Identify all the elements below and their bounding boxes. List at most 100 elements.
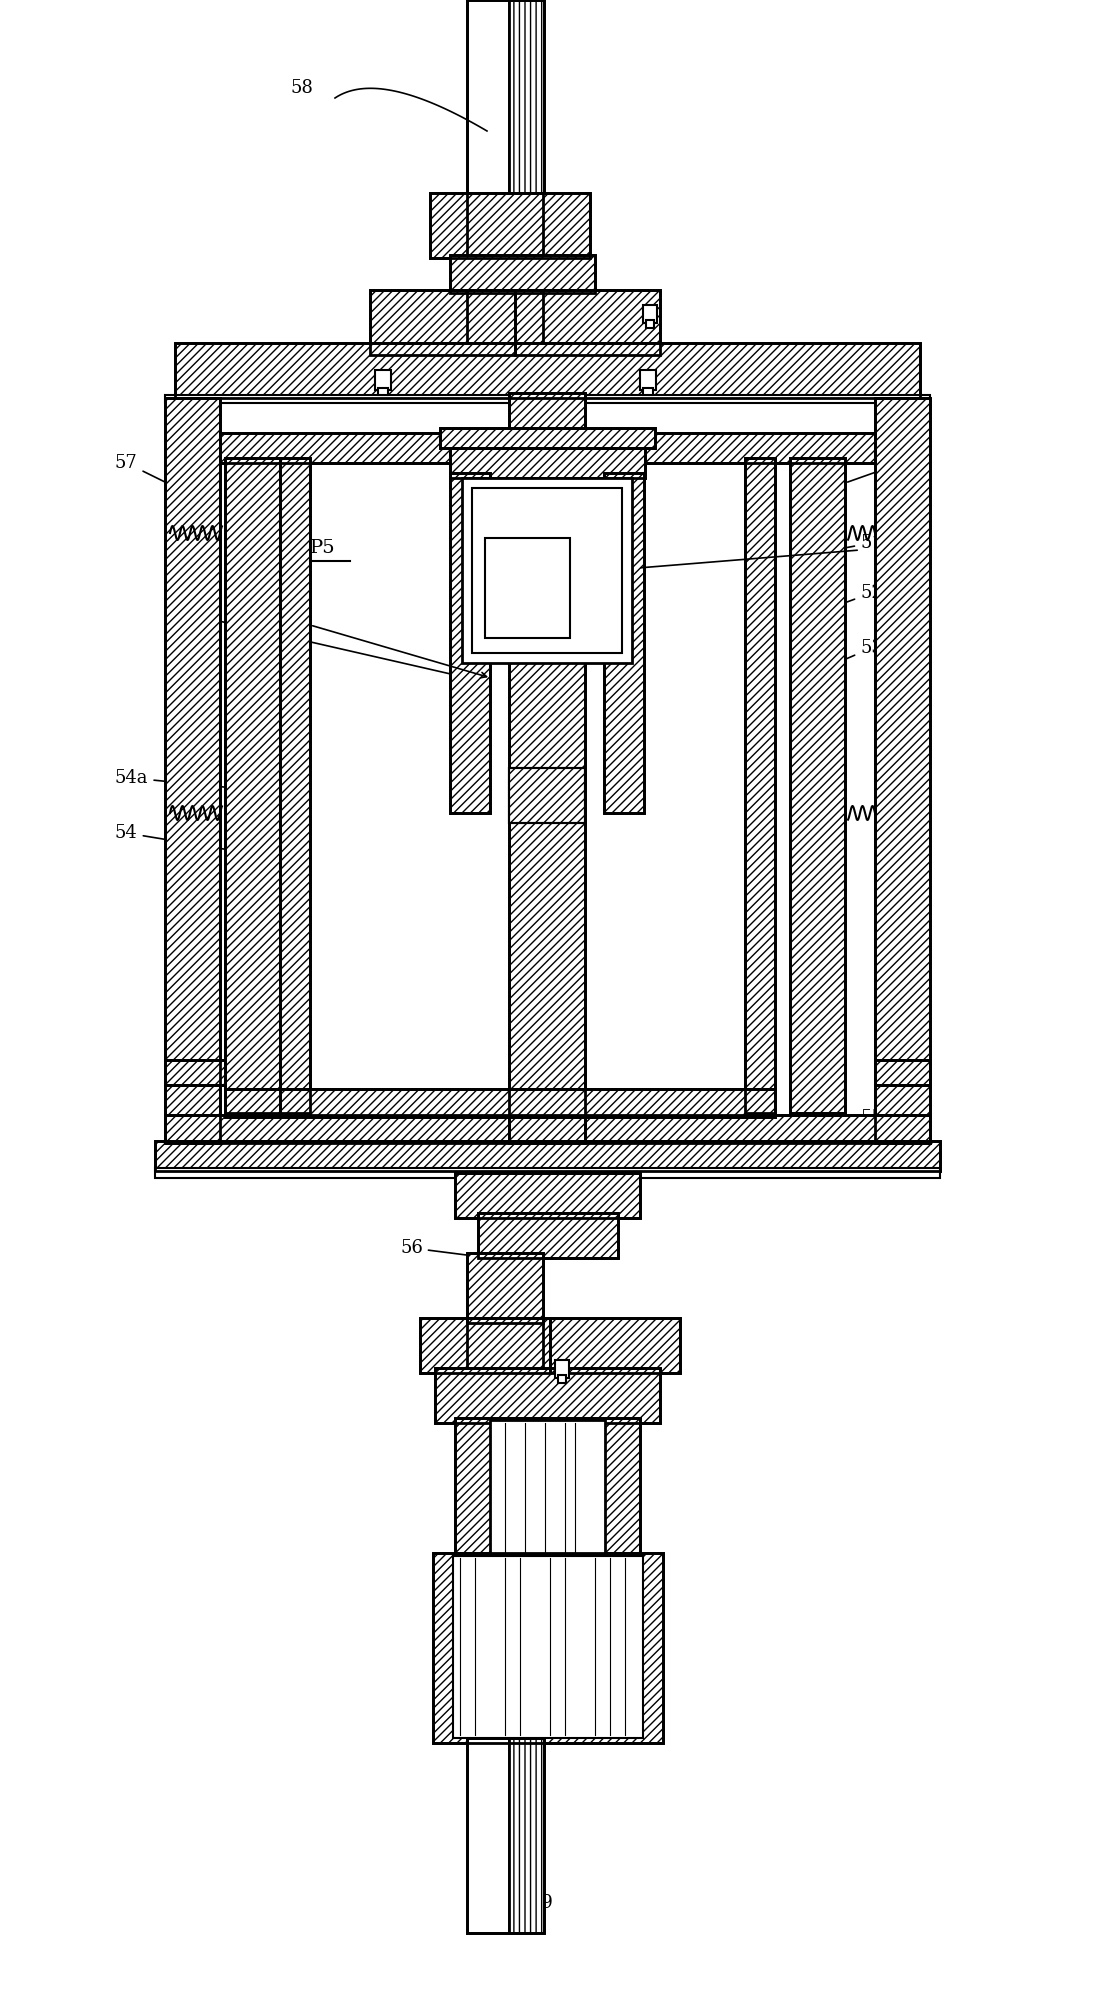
Text: 51: 51	[793, 533, 883, 558]
Bar	[420, 1319, 550, 1373]
Bar	[489, 1419, 606, 1554]
Bar	[789, 459, 845, 1113]
Bar	[370, 290, 515, 354]
Bar	[875, 399, 930, 1143]
Bar	[374, 370, 391, 391]
Bar	[515, 290, 660, 354]
Bar	[450, 256, 595, 294]
Bar	[433, 1552, 662, 1743]
Bar	[509, 0, 544, 193]
Text: 55: 55	[828, 1109, 883, 1127]
Bar	[875, 1061, 930, 1085]
Bar	[466, 1252, 543, 1323]
Text: 1: 1	[200, 610, 487, 682]
Bar	[430, 193, 590, 258]
Bar	[165, 395, 930, 403]
Bar	[550, 1319, 680, 1373]
Bar	[745, 459, 775, 1113]
Bar	[510, 193, 590, 258]
Bar	[224, 459, 280, 1113]
Bar	[430, 193, 510, 258]
Bar	[378, 389, 388, 395]
Bar	[456, 1417, 639, 1558]
Bar	[453, 1556, 643, 1737]
Bar	[466, 193, 543, 258]
Bar	[155, 1168, 940, 1178]
Bar	[165, 1115, 930, 1143]
Bar	[466, 1737, 544, 1932]
Bar	[165, 399, 220, 1143]
Bar	[509, 393, 585, 1143]
Bar	[175, 342, 920, 399]
Text: 52: 52	[793, 584, 883, 622]
Bar	[165, 1061, 224, 1085]
Text: 10: 10	[848, 455, 913, 481]
Bar	[509, 769, 585, 823]
Bar	[450, 256, 595, 294]
Bar	[450, 449, 645, 477]
Bar	[466, 0, 544, 193]
Bar	[224, 1089, 775, 1117]
Bar	[485, 537, 570, 638]
Bar	[155, 1141, 940, 1172]
Bar	[220, 433, 875, 463]
Bar	[466, 0, 509, 193]
Bar	[450, 473, 489, 813]
Bar	[555, 1361, 569, 1379]
Text: 56: 56	[400, 1238, 487, 1258]
Bar	[745, 459, 775, 1113]
Bar	[456, 1174, 639, 1218]
Bar	[450, 473, 489, 813]
Bar	[789, 459, 845, 1113]
Bar	[479, 1214, 618, 1258]
Text: 59: 59	[530, 1888, 553, 1912]
Bar	[604, 473, 644, 813]
Bar	[604, 473, 644, 813]
Bar	[550, 1319, 680, 1373]
Bar	[509, 1737, 544, 1932]
Text: 54a: 54a	[115, 769, 283, 793]
Bar	[420, 1319, 550, 1373]
Bar	[509, 769, 585, 823]
Bar	[643, 306, 657, 322]
Bar	[220, 433, 875, 463]
Bar	[440, 429, 655, 449]
Bar	[639, 370, 656, 391]
Bar	[466, 1737, 509, 1932]
Bar	[875, 399, 930, 1143]
Text: P5: P5	[310, 539, 336, 558]
Text: 58: 58	[290, 79, 313, 97]
Bar	[440, 429, 655, 449]
Bar	[155, 1141, 940, 1172]
Bar	[175, 342, 920, 399]
Bar	[456, 1417, 639, 1558]
Bar	[165, 399, 220, 1143]
Bar	[509, 393, 585, 1143]
Text: 57: 57	[115, 455, 164, 481]
Bar	[875, 1061, 930, 1085]
Bar	[435, 1369, 660, 1423]
Bar	[456, 1174, 639, 1218]
Bar	[370, 290, 515, 354]
Bar	[479, 1214, 618, 1258]
Bar	[515, 290, 660, 354]
Bar	[466, 1252, 543, 1323]
Text: 53: 53	[793, 638, 883, 682]
Bar	[643, 389, 653, 395]
Bar	[466, 1319, 543, 1397]
Bar	[466, 290, 543, 374]
Bar	[280, 459, 310, 1113]
Text: 54: 54	[115, 823, 245, 854]
Bar	[462, 477, 632, 662]
Bar	[224, 459, 280, 1113]
Bar	[472, 487, 622, 652]
Bar	[224, 1089, 775, 1117]
Bar	[165, 1115, 930, 1143]
Bar	[558, 1375, 566, 1383]
Bar	[280, 459, 310, 1113]
Bar	[433, 1552, 662, 1743]
Bar	[646, 320, 654, 328]
Bar	[435, 1369, 660, 1423]
Bar	[450, 449, 645, 477]
Bar	[165, 1061, 224, 1085]
